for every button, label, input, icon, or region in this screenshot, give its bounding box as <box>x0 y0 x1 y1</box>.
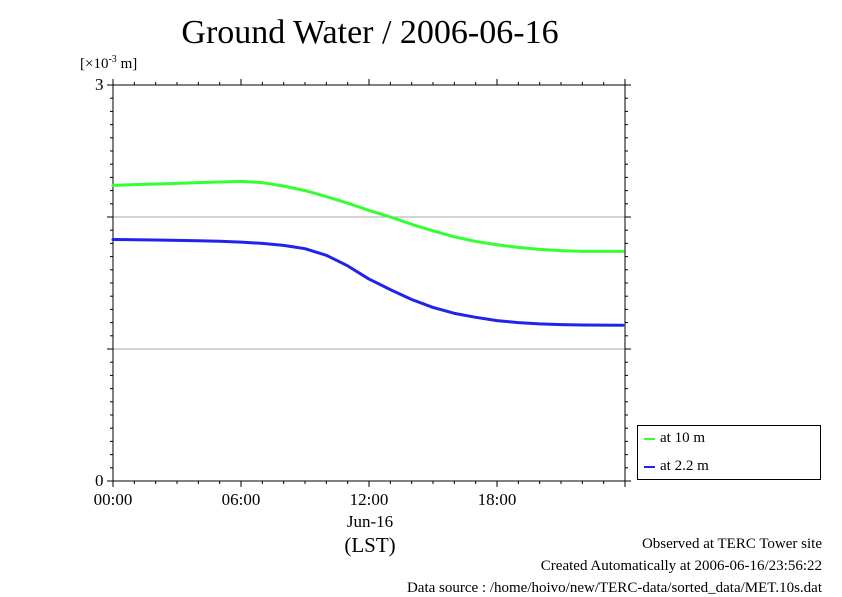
legend-item-series-2: at 2.2 m <box>644 458 709 475</box>
footer-observed: Observed at TERC Tower site <box>641 536 822 552</box>
y-unit-base: [×10 <box>80 56 109 72</box>
x-tick-label-4: 18:00 <box>477 490 517 509</box>
x-tick-label-3: 12:00 <box>349 490 389 509</box>
plot-frame <box>112 84 626 482</box>
y-axis-unit-label: [×10-3 m] <box>80 54 137 73</box>
x-date-label: Jun-16 <box>346 512 394 531</box>
chart-title: Ground Water / 2006-06-16 <box>181 14 559 51</box>
series-line-1 <box>111 179 625 253</box>
x-tick-label-1: 00:00 <box>93 490 133 509</box>
x-timezone-label: (LST) <box>344 533 396 557</box>
legend-label-series-2: at 2.2 m <box>660 458 709 474</box>
x-tick-label-2: 06:00 <box>221 490 261 509</box>
y-tick-label-max: 3 <box>95 75 104 94</box>
footer-source: Data source : /home/hoivo/new/TERC-data/… <box>406 580 822 596</box>
legend-swatch-series-1 <box>644 437 655 440</box>
legend-item-series-1: at 10 m <box>644 430 705 447</box>
y-tick-label-min: 0 <box>95 471 104 490</box>
series-line-2 <box>111 237 625 327</box>
y-unit-exponent: -3 <box>108 54 117 65</box>
legend-swatch-series-2 <box>644 465 655 468</box>
y-unit-tail: m] <box>116 56 138 72</box>
chart-legend: at 10 m at 2.2 m <box>637 425 821 480</box>
legend-label-series-1: at 10 m <box>660 430 705 446</box>
footer-created: Created Automatically at 2006-06-16/23:5… <box>540 558 822 574</box>
